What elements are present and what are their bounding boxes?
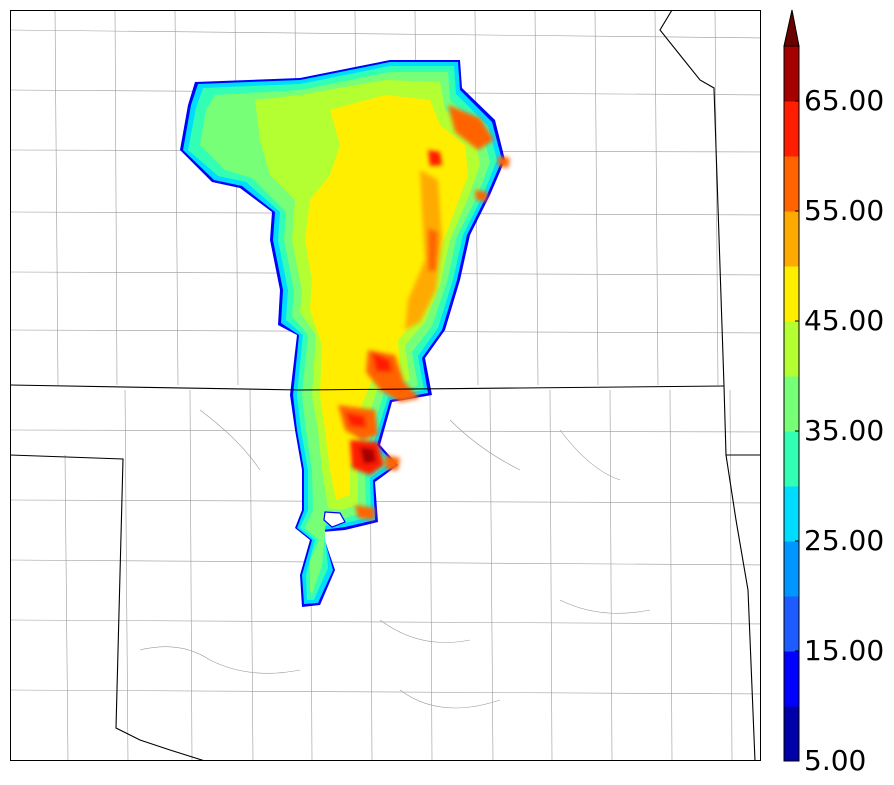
cell-orange-4 [355,505,375,520]
colorbar-tick-label: 55.00 [804,194,885,227]
colorbar-segment [784,596,799,652]
colorbar-segment [784,46,799,102]
colorbar-segment [784,651,799,707]
colorbar-ticks [795,100,799,762]
colorbar-tick-label: 5.00 [804,744,867,777]
colorbar-segment [784,266,799,322]
cell-red-6 [345,412,366,428]
colorbar-tick-label: 35.00 [804,414,885,447]
colorbar-extend-arrow [783,9,800,47]
colorbar-segments [784,46,799,762]
state-line-southeast [725,454,756,761]
colorbar-tick-label: 25.00 [804,524,885,557]
cell-orange-5 [475,190,488,202]
colorbar-tick-label: 45.00 [804,304,885,337]
colorbar-frame [783,45,800,762]
colorbar-tick-label: 15.00 [804,634,885,667]
colorbar-segment [784,541,799,597]
colorbar-tick-label: 65.00 [804,84,885,117]
cell-core [360,447,376,464]
colorbar-segment [784,706,799,762]
colorbar-segment [784,376,799,432]
colorbar-segment [784,486,799,542]
reflectivity-field [180,60,510,607]
cell-orange-2 [405,170,442,330]
colorbar-segment [784,321,799,377]
cell-red-4 [372,352,392,372]
cell-orange-1 [448,105,494,150]
colorbar-segment [784,431,799,487]
contour-hole [323,511,346,528]
cell-orange-3 [385,455,400,470]
colorbar-segment [784,101,799,157]
colorbar-segment [784,211,799,267]
cell-orange-6 [498,156,510,168]
map-frame [10,10,761,761]
state-line-north [10,384,725,391]
panhandle-boundary [10,454,206,761]
cell-red-2 [428,228,438,272]
cell-red-1 [428,150,442,166]
state-boundaries [10,10,760,761]
colorbar-segment [784,156,799,212]
state-line-east [659,10,760,456]
